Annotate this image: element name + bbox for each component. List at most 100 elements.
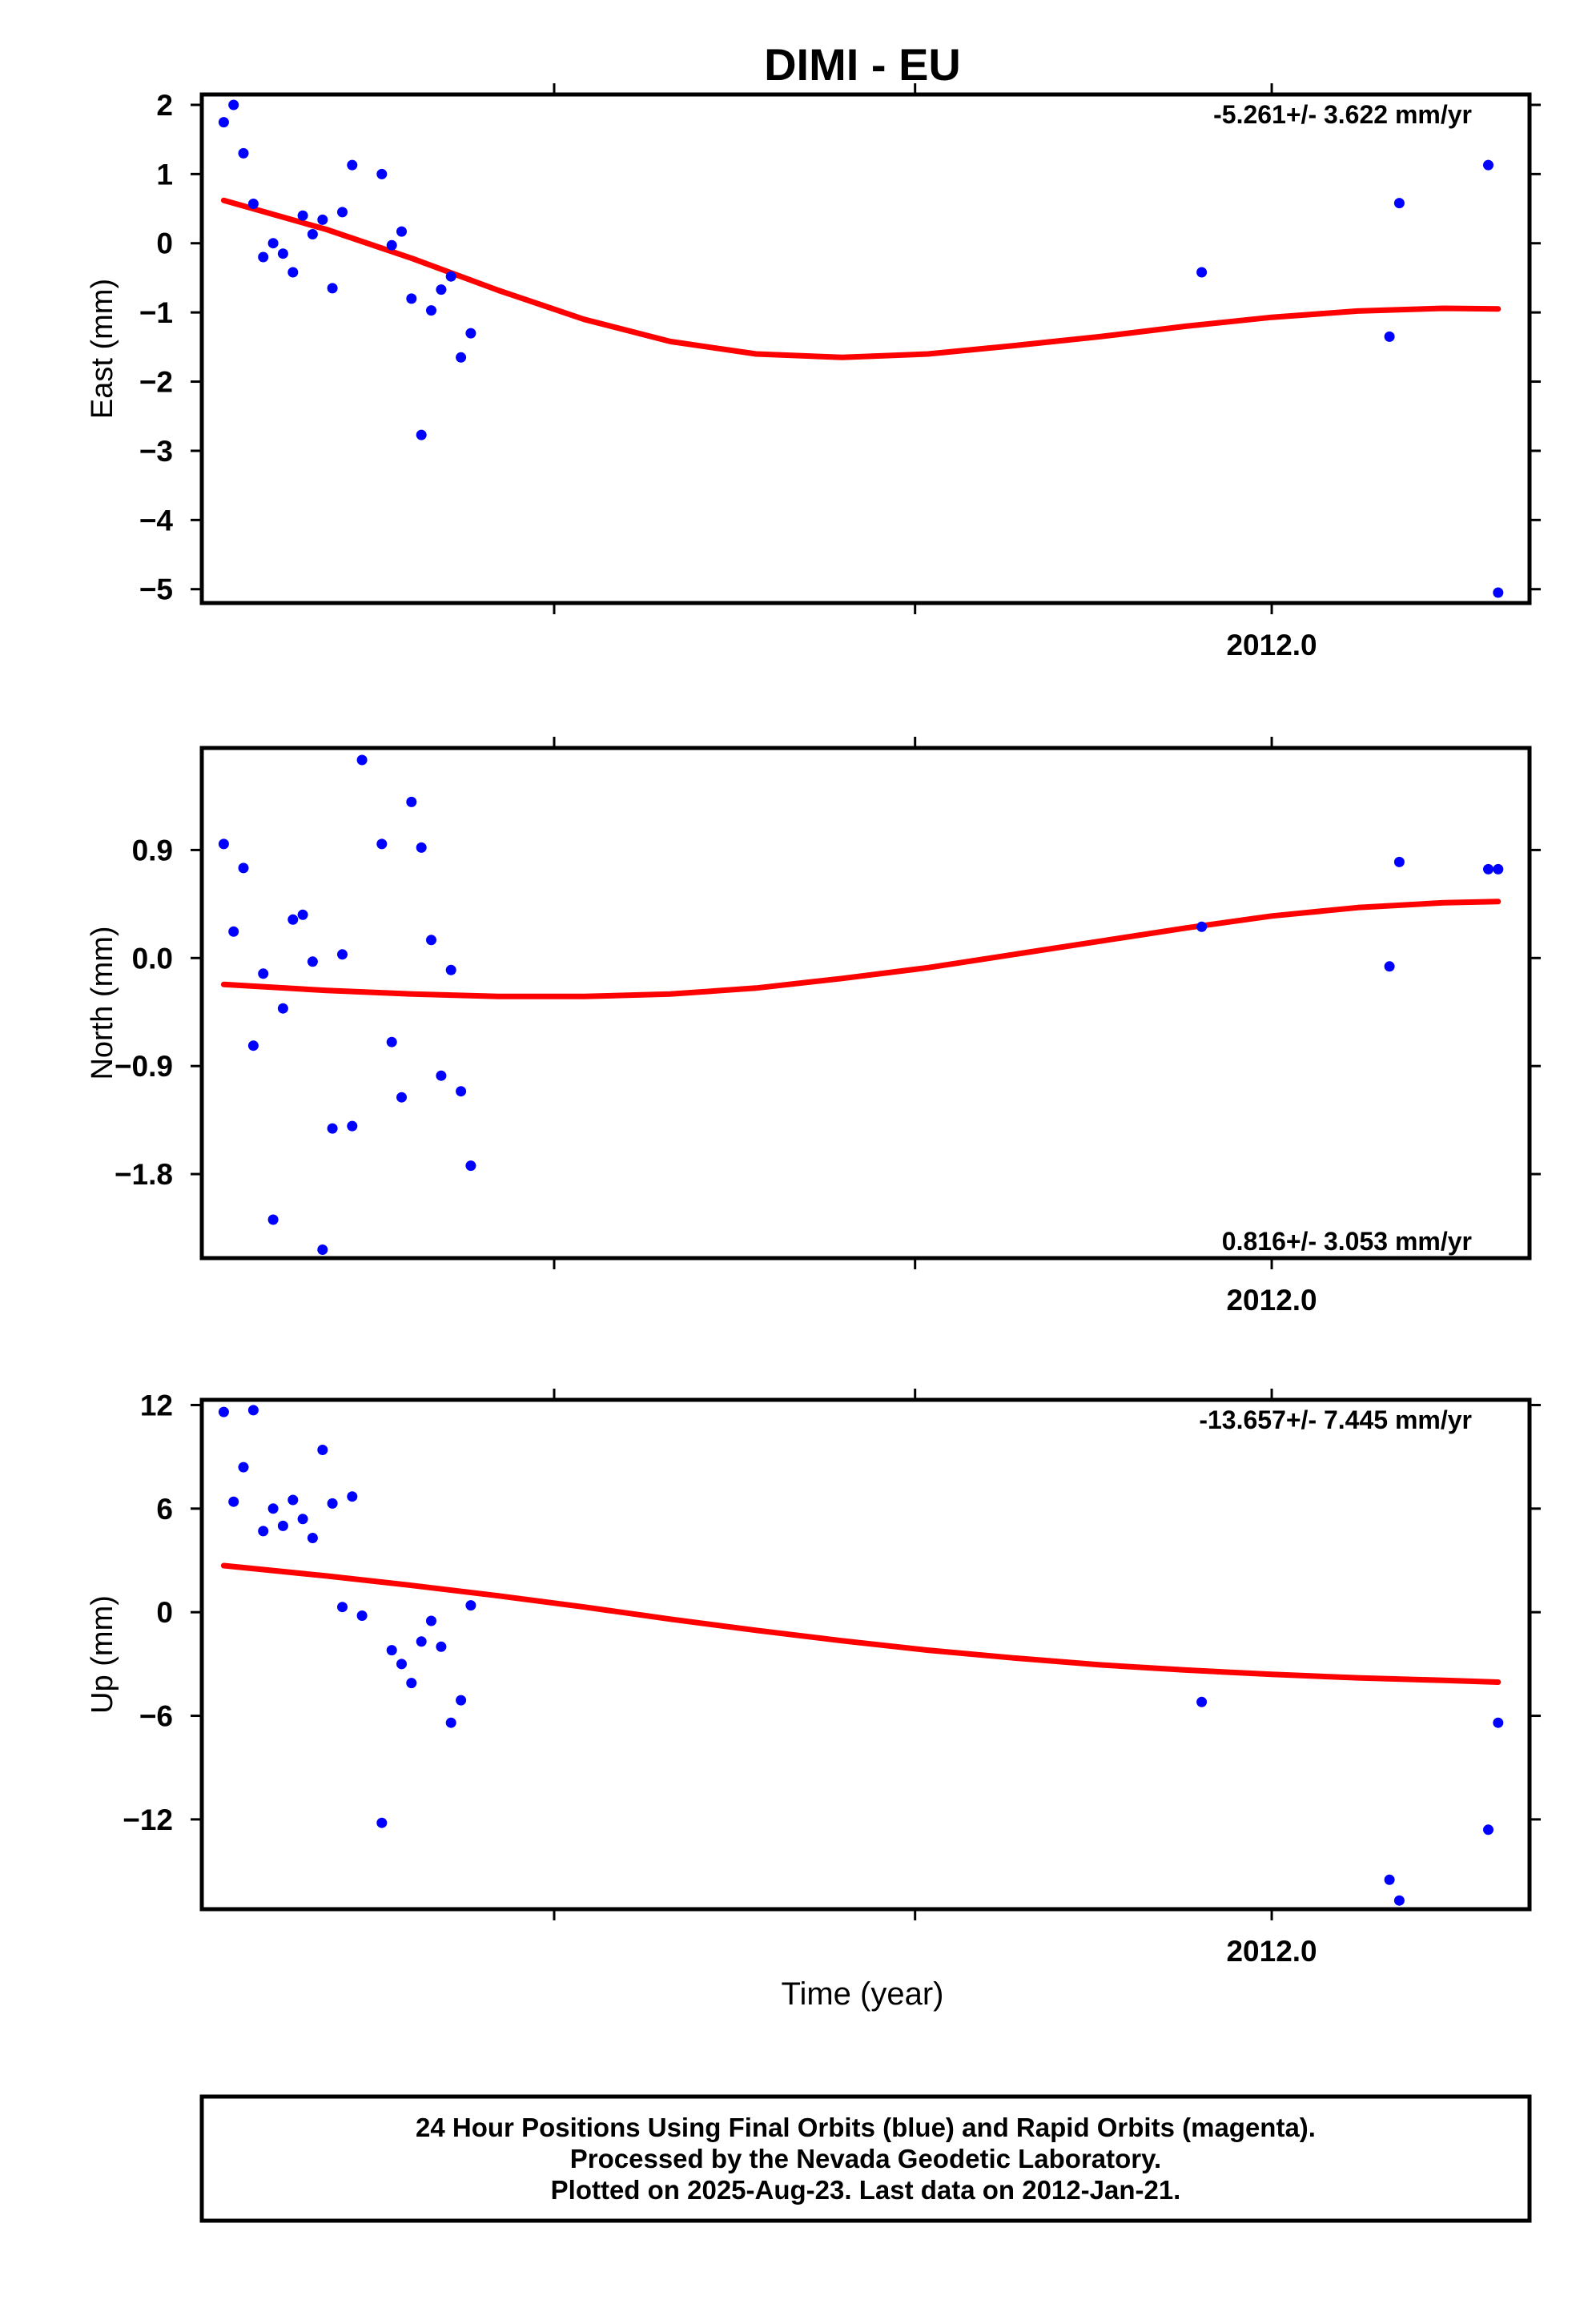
- north-data-point: [347, 1120, 358, 1132]
- up-y-tick-label: −6: [139, 1700, 173, 1733]
- east-y-tick-label: 0: [156, 227, 173, 260]
- north-data-point: [238, 862, 249, 874]
- north-data-point: [356, 754, 368, 766]
- east-data-point: [258, 251, 269, 263]
- north-y-tick-label: −0.9: [115, 1050, 173, 1083]
- north-data-point: [277, 1003, 288, 1014]
- footer-line-processed: Processed by the Nevada Geodetic Laborat…: [570, 2144, 1161, 2173]
- east-data-point: [277, 248, 288, 259]
- up-data-point: [416, 1636, 427, 1647]
- east-panel: 2 1 0 −1 −2 −3 −4 −5 2012.0 East (mm) -5.261+/- 3.…: [86, 83, 1541, 661]
- up-data-point: [258, 1526, 269, 1537]
- north-data-point: [307, 956, 318, 967]
- east-data-point: [445, 271, 456, 282]
- north-plot-area: [202, 748, 1530, 1258]
- footer-box: 24 Hour Positions Using Final Orbits (bl…: [199, 2094, 1532, 2223]
- up-panel: 12 6 0 −6 −12 2012.0 Up (mm) -13.657+/- 7.445 m…: [86, 1389, 1541, 1968]
- footer-line-plotted: Plotted on 2025-Aug-23. Last data on 201…: [551, 2175, 1181, 2205]
- up-y-tick-label: −12: [123, 1803, 173, 1836]
- east-y-tick-label: −4: [139, 504, 174, 537]
- figure-title: DIMI - EU: [764, 39, 961, 90]
- north-y-tick-label: 0.9: [132, 834, 173, 866]
- east-data-point: [347, 159, 358, 171]
- up-data-point: [386, 1645, 397, 1656]
- east-data-point: [1384, 331, 1395, 342]
- east-data-point: [247, 199, 259, 209]
- north-data-point: [376, 838, 388, 850]
- up-data-point: [465, 1600, 476, 1611]
- north-data-point: [465, 1160, 476, 1172]
- up-plot-frame: [199, 1397, 1532, 1912]
- up-data-point: [1196, 1696, 1208, 1707]
- up-data-point: [1493, 1717, 1504, 1728]
- up-data-point: [436, 1641, 447, 1652]
- up-data-point: [396, 1659, 407, 1670]
- east-data-point: [376, 168, 388, 179]
- up-data-point: [267, 1503, 279, 1514]
- east-data-point: [1493, 587, 1504, 598]
- east-y-tick-label: −5: [139, 573, 173, 606]
- east-data-point: [337, 207, 348, 218]
- up-y-axis-label: Up (mm): [86, 1595, 119, 1714]
- up-data-point: [218, 1406, 229, 1417]
- north-y-axis-label: North (mm): [86, 926, 119, 1080]
- east-data-point: [228, 99, 239, 111]
- north-data-point: [456, 1086, 467, 1097]
- north-y-tick-label: −1.8: [115, 1158, 173, 1191]
- north-data-point: [228, 926, 239, 937]
- east-data-point: [327, 283, 338, 294]
- north-data-point: [337, 949, 348, 960]
- up-data-point: [406, 1678, 417, 1689]
- up-data-point: [1483, 1824, 1494, 1835]
- up-plot-area: [202, 1400, 1530, 1909]
- up-data-point: [247, 1405, 259, 1416]
- east-rate-label: -5.261+/- 3.622 mm/yr: [1213, 100, 1472, 129]
- east-data-point: [307, 229, 318, 239]
- up-data-point: [337, 1602, 348, 1613]
- east-data-point: [297, 210, 308, 221]
- up-x-tick-label: 2012.0: [1226, 1935, 1317, 1968]
- up-rate-label: -13.657+/- 7.445 mm/yr: [1199, 1405, 1472, 1434]
- east-data-point: [416, 429, 427, 440]
- up-data-point: [287, 1494, 299, 1506]
- east-data-point: [238, 147, 249, 159]
- up-model-fit-line: [220, 1562, 1502, 1685]
- up-data-point: [376, 1817, 388, 1828]
- north-data-point: [426, 935, 436, 946]
- up-data-point: [347, 1491, 358, 1502]
- east-data-point: [406, 293, 417, 304]
- up-data-point: [228, 1496, 239, 1507]
- east-y-axis-label: East (mm): [86, 279, 119, 419]
- east-data-point: [287, 267, 299, 278]
- north-data-point: [1483, 863, 1494, 875]
- east-data-point: [396, 226, 407, 237]
- east-data-point: [317, 214, 328, 225]
- east-y-tick-label: −3: [139, 435, 173, 468]
- north-data-point: [218, 838, 229, 850]
- up-data-point: [1384, 1874, 1395, 1885]
- north-data-point: [1393, 856, 1405, 867]
- north-y-tick-label: 0.0: [132, 942, 173, 975]
- up-data-point: [327, 1498, 338, 1509]
- east-data-point: [1483, 159, 1494, 171]
- up-data-point: [277, 1520, 288, 1531]
- up-data-point: [297, 1514, 308, 1525]
- up-data-point: [356, 1610, 368, 1621]
- east-y-tick-label: 2: [156, 89, 173, 122]
- east-data-point: [218, 117, 229, 128]
- footer-frame: [199, 2094, 1532, 2223]
- north-data-point: [386, 1036, 397, 1047]
- east-y-tick-label: −2: [139, 366, 173, 399]
- north-data-point: [1493, 863, 1504, 875]
- north-data-point: [1384, 961, 1395, 972]
- up-data-point: [445, 1717, 456, 1728]
- east-data-point: [386, 239, 397, 251]
- east-data-point: [426, 305, 436, 316]
- up-data-point: [1393, 1895, 1405, 1906]
- north-data-point: [247, 1040, 259, 1051]
- north-x-tick-label: 2012.0: [1226, 1284, 1317, 1317]
- north-data-point: [287, 914, 299, 925]
- north-data-point: [267, 1214, 279, 1225]
- up-y-tick-label: 12: [140, 1389, 173, 1421]
